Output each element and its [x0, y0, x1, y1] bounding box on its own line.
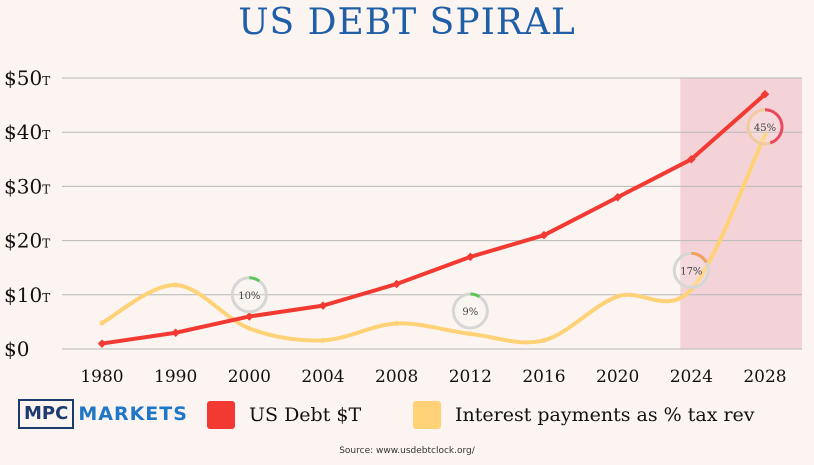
x-tick-label: 2020 [596, 367, 639, 387]
forecast-highlight-region [680, 78, 802, 349]
legend-label-debt: US Debt $T [249, 404, 362, 426]
y-tick-label: $30T [4, 174, 50, 198]
x-tick-label: 1990 [154, 367, 197, 387]
percent-badge-arc [691, 251, 708, 264]
x-tick-label: 2008 [375, 367, 418, 387]
x-tick-label: 2024 [670, 367, 713, 387]
x-tick-label: 2028 [743, 367, 786, 387]
legend-label-interest: Interest payments as % tax rev [455, 404, 755, 426]
x-tick-label: 2012 [449, 367, 492, 387]
x-tick-label: 2016 [522, 367, 565, 387]
data-point-interest [762, 132, 768, 138]
percent-badge-arc [470, 292, 481, 299]
data-point-interest [394, 321, 400, 327]
data-point-debt [318, 301, 328, 310]
x-tick-label: 2004 [301, 367, 344, 387]
data-point-interest [320, 337, 326, 343]
percent-badge-label: 10% [238, 291, 260, 302]
data-point-debt [171, 328, 180, 337]
percent-badge-label: 17% [680, 266, 702, 277]
data-point-interest [467, 331, 473, 337]
legend-item-interest: Interest payments as % tax rev [413, 401, 755, 429]
y-tick-label: $40T [4, 120, 50, 144]
data-point-debt [245, 312, 254, 321]
percent-badge-label: 45% [754, 123, 776, 134]
data-point-debt [392, 279, 401, 289]
legend-item-debt: US Debt $T [207, 401, 361, 429]
y-tick-label: $0 [4, 337, 29, 361]
x-tick-label: 2000 [228, 367, 271, 387]
logo-word-text: MARKETS [78, 403, 188, 425]
y-tick-label: $20T [4, 229, 50, 253]
y-tick-label: $50T [4, 66, 50, 90]
chart-title: US DEBT SPIRAL [238, 2, 576, 43]
legend: MPC MARKETS US Debt $T Interest payments… [0, 397, 814, 437]
logo-box-text: MPC [18, 399, 75, 429]
series-line-debt [100, 92, 767, 346]
legend-swatch-interest [413, 401, 441, 429]
data-point-interest [99, 320, 105, 326]
y-tick-label: $10T [4, 283, 50, 307]
data-point-interest [246, 325, 252, 331]
percent-badge-label: 9% [462, 307, 478, 318]
data-point-interest [173, 282, 179, 288]
x-tick-label: 1980 [80, 367, 123, 387]
legend-swatch-debt [207, 401, 235, 429]
mpc-markets-logo: MPC MARKETS [18, 399, 188, 429]
data-point-debt [97, 339, 107, 348]
percent-badge-arc [249, 276, 261, 283]
percent-badge-arc [764, 108, 784, 145]
source-note: Source: www.usdebtclock.org/ [339, 446, 475, 456]
series-line-interest [100, 132, 767, 345]
data-point-interest [541, 337, 547, 343]
line-chart: $0 $10T $20T $30T $40T $50T 1980 1990 2000 2004 2… [4, 66, 802, 387]
data-point-interest [615, 293, 621, 299]
